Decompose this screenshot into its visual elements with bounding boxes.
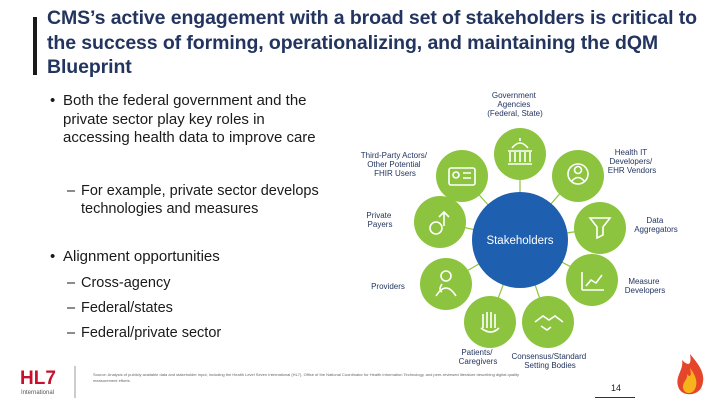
sub-bullet-federal-states: – Federal/states [67,300,173,318]
node-label-line: Providers [371,282,405,291]
measure-chart-icon [581,272,604,291]
payer-coins-icon [429,210,450,235]
developer-gear-icon [567,163,589,185]
dash-glyph: – [67,183,76,199]
node-consensus-bodies: Consensus/Standard Setting Bodies [512,296,589,370]
sub-bullet-text: For example, private sector develops tec… [81,183,319,217]
dash-glyph: – [67,300,76,316]
flame-icon [670,352,710,407]
node-label-line: FHIR Users [374,169,416,178]
doctor-icon [435,270,457,297]
sub-bullet-text: Federal/states [81,300,173,316]
node-label-line: (Federal, State) [487,109,543,118]
node-label-line: Developers [625,286,665,295]
svg-text:Consensus/Standard Setti: Consensus/Standard Setting Bodies [512,352,589,370]
node-third-party-actors: Third-Party Actors/ Other Potential FHIR… [361,150,488,202]
svg-text:Patients/ Caregivers: Patients/ Caregivers [459,348,498,366]
node-label-line: Agencies [497,100,530,109]
center-label: Stakeholders [486,235,553,247]
node-label-line: Other Potential [367,160,421,169]
bullet-item-roles: • Both the federal government and the pr… [50,92,320,148]
svg-text:Government Agencies: Government Agencies (Federal, State) [487,91,543,118]
sub-bullet-example: – For example, private sector develops t… [67,183,331,218]
data-funnel-icon [588,217,612,240]
sub-bullet-text: Federal/private sector [81,325,222,341]
node-label-line: Government [492,91,537,100]
page-number-rule [595,397,635,398]
bullet-glyph: • [50,92,56,109]
svg-text:Providers: Providers [371,282,405,291]
svg-text:Health IT Developers/: Health IT Developers/ EHR Vendors [608,148,656,175]
logo-main-text: HL7 [20,368,56,389]
capitol-building-icon [508,138,532,165]
dash-glyph: – [67,325,76,341]
svg-text:Third-Party Actors/ Othe: Third-Party Actors/ Other Potential FHIR… [361,151,429,178]
node-label-line: Setting Bodies [524,361,576,370]
svg-text:Private Payers: Private Payers [366,211,393,229]
node-label-line: Aggregators [634,225,678,234]
node-label-line: Caregivers [459,357,498,366]
stakeholder-diagram: Stakeholders Government Agencies (Federa… [361,91,678,370]
bullet-glyph: • [50,248,56,265]
dash-glyph: – [67,275,76,291]
hl7-logo-mark: HL7 International [20,366,76,398]
bullet-text: Alignment opportunities [63,248,220,265]
logo-sub-text: International [21,390,54,396]
sub-bullet-text: Cross-agency [81,275,171,291]
node-patients-caregivers: Patients/ Caregivers [459,296,516,366]
node-label-line: EHR Vendors [608,166,656,175]
id-card-icon [448,167,476,186]
node-label-line: Data [646,216,663,225]
bullet-item-alignment: • Alignment opportunities [50,248,320,267]
sub-bullet-cross-agency: – Cross-agency [67,275,171,293]
node-data-aggregators: Data Aggregators [574,202,678,254]
sub-bullet-federal-private: – Federal/private sector [67,325,222,343]
patient-hand-icon [480,312,500,333]
title-accent-bar [33,17,37,75]
node-label-line: Third-Party Actors/ [361,151,428,160]
page-number: 14 [611,383,622,393]
slide-title: CMS’s active engagement with a broad set… [47,7,697,78]
footnote: Source: Analysis of publicly available d… [93,372,520,383]
bullet-text: Both the federal government and the priv… [63,92,316,146]
svg-text:Data Aggregators: Data Aggregators [634,216,678,234]
node-label-line: Private [366,211,391,220]
node-private-payers: Private Payers [366,196,466,248]
node-health-it-developers: Health IT Developers/ EHR Vendors [552,148,656,202]
svg-text:Measure Developers: Measure Developers [625,277,665,295]
node-government: Government Agencies (Federal, State) [487,91,546,180]
handshake-icon [534,315,564,331]
hl7-logo: HL7 International [20,364,84,405]
node-measure-developers: Measure Developers [566,254,665,306]
node-label-line: Measure [628,277,660,286]
node-providers: Providers [371,258,472,310]
node-label-line: Consensus/Standard [512,352,587,361]
node-label-line: Health IT [615,148,648,157]
node-label-line: Developers/ [610,157,653,166]
node-label-line: Patients/ [461,348,493,357]
center-circle [472,192,568,288]
node-label-line: Payers [368,220,393,229]
